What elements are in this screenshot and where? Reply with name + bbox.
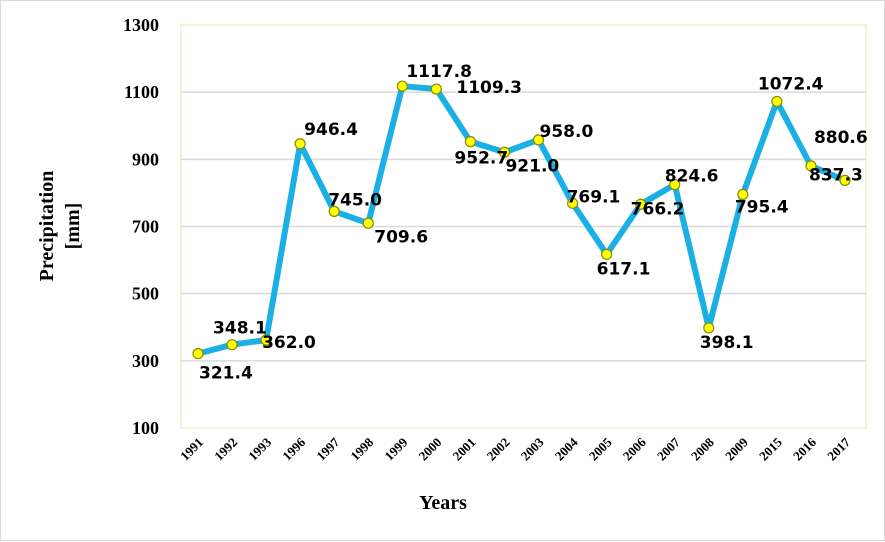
x-tick-label: 1991 xyxy=(177,435,206,464)
y-tick-label: 700 xyxy=(132,217,159,237)
x-tick-label: 2016 xyxy=(790,434,819,463)
data-label: 398.1 xyxy=(700,333,754,353)
y-tick-label: 900 xyxy=(132,149,159,169)
data-point xyxy=(498,146,511,158)
data-label: 769.1 xyxy=(567,187,621,207)
data-label: 348.1 xyxy=(213,319,267,339)
data-point xyxy=(635,198,647,210)
x-tick-label: 2001 xyxy=(450,435,479,464)
x-tick-label: 1999 xyxy=(381,434,410,463)
y-tick-label: 1100 xyxy=(124,82,159,102)
data-point xyxy=(839,174,851,186)
x-tick-label: 2017 xyxy=(824,434,853,463)
data-label: 824.6 xyxy=(665,167,719,187)
x-tick-label: 2003 xyxy=(518,434,547,463)
x-tick-label: 1993 xyxy=(245,434,274,463)
data-point xyxy=(464,136,477,148)
y-tick-label: 500 xyxy=(132,284,159,304)
x-tick-label: 2004 xyxy=(552,434,581,463)
data-point xyxy=(771,95,783,108)
data-label: 952.7 xyxy=(454,149,508,169)
y-tick-label: 300 xyxy=(132,351,159,371)
data-point xyxy=(226,339,238,351)
data-point xyxy=(362,217,374,229)
data-point xyxy=(669,179,681,191)
data-point xyxy=(192,348,204,360)
data-label: 837.3 xyxy=(809,165,863,185)
x-tick-label: 2000 xyxy=(415,435,444,464)
data-label: 880.6 xyxy=(814,128,868,148)
series xyxy=(192,80,851,360)
data-label: 1109.3 xyxy=(456,78,522,98)
x-tick-label: 1997 xyxy=(313,434,342,463)
data-label: 709.6 xyxy=(374,227,428,247)
y-axis-ticks: 100 300 500 700 900 1100 1300 xyxy=(123,15,159,438)
y-tick-label: 100 xyxy=(132,418,159,438)
data-point xyxy=(805,160,817,172)
data-label: 617.1 xyxy=(597,259,651,279)
data-label: 946.4 xyxy=(304,120,358,140)
data-point xyxy=(737,188,749,201)
data-label: 921.0 xyxy=(505,156,559,176)
data-label: 766.2 xyxy=(631,199,685,219)
data-label: 1072.4 xyxy=(758,74,824,94)
data-point xyxy=(260,334,272,346)
y-axis-title-line2: [mm] xyxy=(62,203,84,250)
data-label: 745.0 xyxy=(328,190,382,210)
data-label: 958.0 xyxy=(540,122,594,142)
data-point xyxy=(396,80,408,92)
x-tick-label: 1996 xyxy=(279,434,308,463)
y-axis-title: Precipitation [mm] xyxy=(36,171,84,282)
x-tick-label: 2005 xyxy=(586,434,615,463)
data-point xyxy=(566,197,579,209)
data-label: 321.4 xyxy=(199,364,253,384)
x-tick-label: 2015 xyxy=(756,434,785,463)
x-tick-label: 2006 xyxy=(620,434,649,463)
data-label: 1117.8 xyxy=(406,62,472,82)
data-point xyxy=(430,83,442,95)
series-line xyxy=(195,83,848,357)
y-tick-label: 1300 xyxy=(123,15,159,35)
x-tick-label: 1998 xyxy=(347,434,376,463)
data-point xyxy=(328,205,340,217)
x-axis-title: Years xyxy=(419,492,467,514)
data-label: 795.4 xyxy=(735,197,789,217)
data-point xyxy=(703,322,715,334)
x-axis-ticks: 1991 1992 1993 1996 1997 1998 1999 2000 2001 2002… xyxy=(177,434,853,463)
data-point xyxy=(601,248,613,260)
data-point xyxy=(294,138,306,150)
x-tick-label: 2007 xyxy=(654,434,683,463)
x-tick-label: 2008 xyxy=(688,434,717,463)
x-tick-label: 2009 xyxy=(722,434,751,463)
data-point xyxy=(532,134,545,146)
data-label: 362.0 xyxy=(262,333,316,353)
x-tick-label: 1992 xyxy=(211,435,240,464)
y-axis-title-line1: Precipitation xyxy=(36,171,58,282)
x-tick-label: 2002 xyxy=(484,435,513,464)
